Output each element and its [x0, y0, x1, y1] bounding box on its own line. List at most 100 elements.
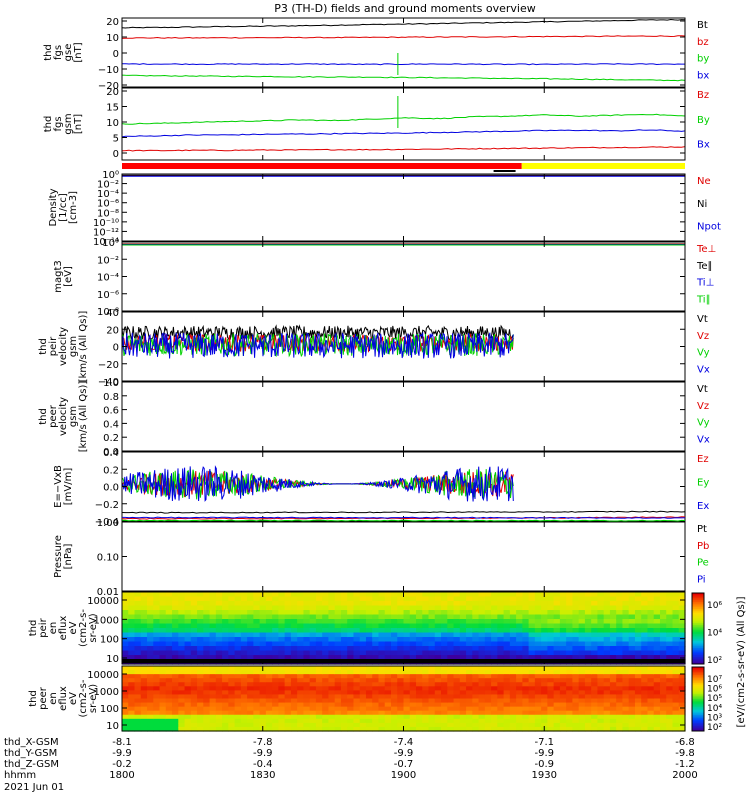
- heatmap-cell: [472, 694, 480, 700]
- heatmap-cell: [347, 592, 355, 598]
- heatmap-cell: [553, 596, 561, 602]
- heatmap-cell: [297, 619, 305, 625]
- heatmap-cell: [247, 678, 254, 683]
- heatmap-cell: [584, 678, 592, 683]
- heatmap-cell: [253, 678, 261, 683]
- heatmap-cell: [422, 619, 430, 625]
- heatmap-cell: [597, 718, 605, 724]
- heatmap-cell: [353, 646, 361, 652]
- heatmap-cell: [390, 714, 398, 720]
- heatmap-cell: [278, 601, 286, 607]
- heatmap-cell: [397, 706, 405, 712]
- heatmap-cell: [434, 666, 442, 671]
- heatmap-cell: [397, 710, 405, 716]
- y-tick-label: 10000: [87, 596, 119, 607]
- heatmap-cell: [184, 601, 192, 607]
- heatmap-cell: [172, 702, 179, 708]
- heatmap-cell: [165, 601, 173, 607]
- heatmap-cell: [190, 646, 198, 652]
- heatmap-cell: [672, 714, 680, 720]
- heatmap-cell: [478, 706, 486, 712]
- heatmap-cell: [553, 686, 561, 691]
- heatmap-cell: [315, 592, 323, 598]
- heatmap-cell: [522, 670, 530, 675]
- heatmap-cell: [253, 682, 261, 687]
- heatmap-cell: [322, 605, 330, 611]
- heatmap-cell: [559, 623, 567, 629]
- heatmap-cell: [353, 596, 361, 602]
- legend-Vz: Vz: [697, 331, 709, 342]
- heatmap-cell: [453, 678, 461, 683]
- heatmap-cell: [290, 714, 298, 720]
- colorbar-cell: [692, 726, 704, 729]
- heatmap-cell: [353, 726, 361, 732]
- heatmap-cell: [309, 610, 317, 616]
- heatmap-cell: [591, 605, 599, 611]
- heatmap-cell: [459, 641, 467, 647]
- heatmap-cell: [428, 592, 436, 598]
- heatmap-cell: [297, 678, 305, 683]
- heatmap-cell: [609, 632, 617, 638]
- heatmap-cell: [184, 706, 192, 712]
- heatmap-cell: [628, 619, 636, 625]
- heatmap-cell: [240, 610, 248, 616]
- heatmap-cell: [165, 698, 173, 704]
- heatmap-cell: [459, 698, 467, 704]
- heatmap-cell: [353, 601, 361, 607]
- heatmap-cell: [122, 674, 129, 679]
- heatmap-cell: [240, 596, 248, 602]
- heatmap-cell: [616, 674, 624, 679]
- heatmap-cell: [641, 686, 649, 691]
- heatmap-cell: [653, 614, 661, 620]
- series-line-Pi: [122, 516, 686, 519]
- heatmap-cell: [466, 650, 473, 656]
- heatmap-cell: [528, 722, 536, 728]
- heatmap-cell: [672, 637, 680, 643]
- heatmap-cell: [165, 670, 173, 675]
- colorbar-cell: [692, 692, 704, 695]
- heatmap-cell: [603, 655, 611, 661]
- heatmap-cell: [397, 666, 405, 671]
- heatmap-cell: [228, 722, 236, 728]
- heatmap-cell: [153, 702, 161, 708]
- heatmap-cell: [547, 610, 555, 616]
- status-bar-red: [122, 163, 522, 169]
- heatmap-cell: [578, 637, 586, 643]
- heatmap-cell: [672, 650, 680, 656]
- heatmap-cell: [584, 628, 592, 634]
- heatmap-cell: [347, 641, 355, 647]
- heatmap-cell: [541, 650, 548, 656]
- y-tick-label: 0.0: [103, 447, 119, 458]
- heatmap-cell: [472, 686, 480, 691]
- heatmap-cell: [641, 610, 649, 616]
- heatmap-cell: [466, 726, 473, 732]
- heatmap-cell: [334, 722, 342, 728]
- heatmap-cell: [591, 596, 599, 602]
- heatmap-cell: [253, 592, 261, 598]
- heatmap-cell: [228, 592, 236, 598]
- heatmap-cell: [553, 718, 561, 724]
- heatmap-cell: [197, 628, 204, 634]
- legend-Vt: Vt: [697, 384, 708, 395]
- heatmap-cell: [541, 655, 548, 661]
- heatmap-cell: [122, 670, 129, 675]
- heatmap-cell: [409, 601, 417, 607]
- heatmap-cell: [365, 641, 373, 647]
- heatmap-cell: [509, 706, 517, 712]
- heatmap-cell: [265, 623, 273, 629]
- heatmap-cell: [559, 670, 567, 675]
- heatmap-cell: [416, 646, 423, 652]
- heatmap-cell: [434, 698, 442, 704]
- heatmap-cell: [384, 686, 392, 691]
- heatmap-cell: [397, 646, 405, 652]
- heatmap-cell: [372, 702, 380, 708]
- heatmap-cell: [641, 605, 649, 611]
- heatmap-cell: [328, 678, 336, 683]
- heatmap-cell: [278, 694, 286, 700]
- heatmap-cell: [315, 714, 323, 720]
- heatmap-cell: [503, 628, 511, 634]
- heatmap-cell: [359, 718, 367, 724]
- heatmap-cell: [403, 682, 411, 687]
- heatmap-cell: [559, 637, 567, 643]
- heatmap-cell: [384, 596, 392, 602]
